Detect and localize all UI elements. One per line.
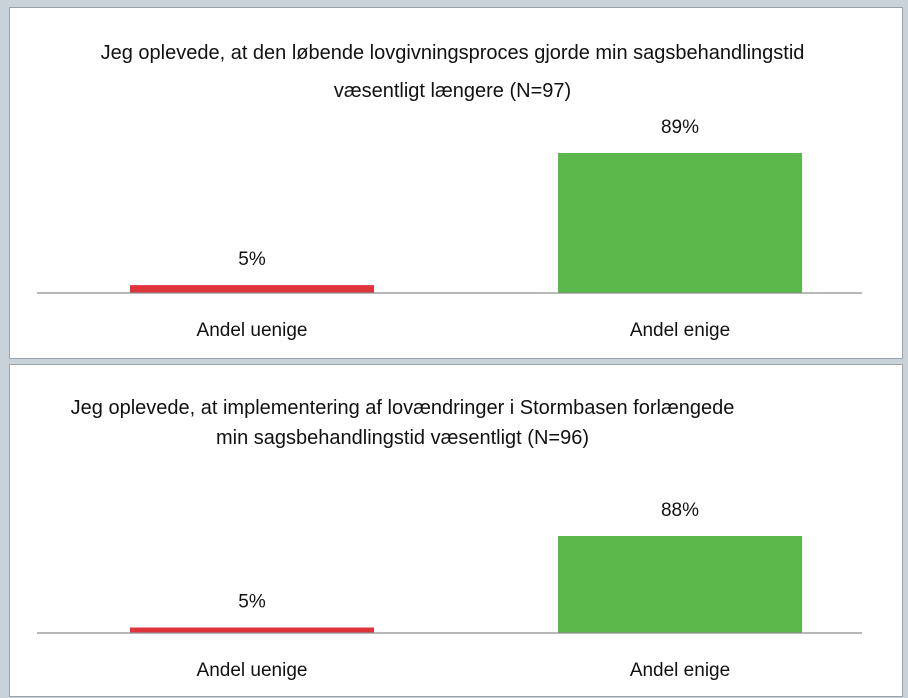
x-tick-label: Andel uenige — [197, 320, 308, 341]
x-tick-label: Andel enige — [630, 660, 730, 681]
bar — [558, 153, 802, 293]
value-label: 5% — [238, 592, 266, 613]
bar — [130, 285, 374, 293]
value-label: 89% — [661, 117, 699, 138]
chart: 5% Andel uenige 89% Andel enige — [37, 117, 862, 341]
bar — [558, 536, 802, 633]
value-label: 88% — [661, 500, 699, 521]
chart-title: Jeg oplevede, at implementering af lovæn… — [70, 397, 735, 449]
chart-panel: Jeg oplevede, at den løbende lovgivnings… — [9, 7, 903, 359]
chart-panel: Jeg oplevede, at implementering af lovæn… — [9, 364, 903, 697]
value-label: 5% — [238, 249, 266, 270]
x-tick-label: Andel uenige — [197, 660, 308, 681]
chart-title: Jeg oplevede, at den løbende lovgivnings… — [100, 42, 805, 102]
bar — [130, 627, 374, 633]
chart: 5% Andel uenige 88% Andel enige — [37, 500, 862, 681]
x-tick-label: Andel enige — [630, 320, 730, 341]
